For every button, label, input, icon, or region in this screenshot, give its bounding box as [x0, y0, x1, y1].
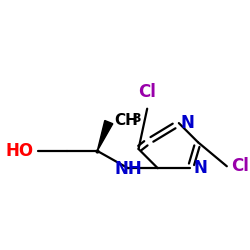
Text: CH: CH — [114, 113, 138, 128]
Text: 3: 3 — [132, 112, 141, 125]
Text: N: N — [181, 114, 195, 132]
Text: Cl: Cl — [231, 157, 248, 175]
Text: Cl: Cl — [138, 83, 156, 101]
Text: HO: HO — [6, 142, 34, 160]
Polygon shape — [97, 120, 113, 151]
Text: NH: NH — [114, 160, 142, 178]
Text: N: N — [193, 159, 207, 177]
